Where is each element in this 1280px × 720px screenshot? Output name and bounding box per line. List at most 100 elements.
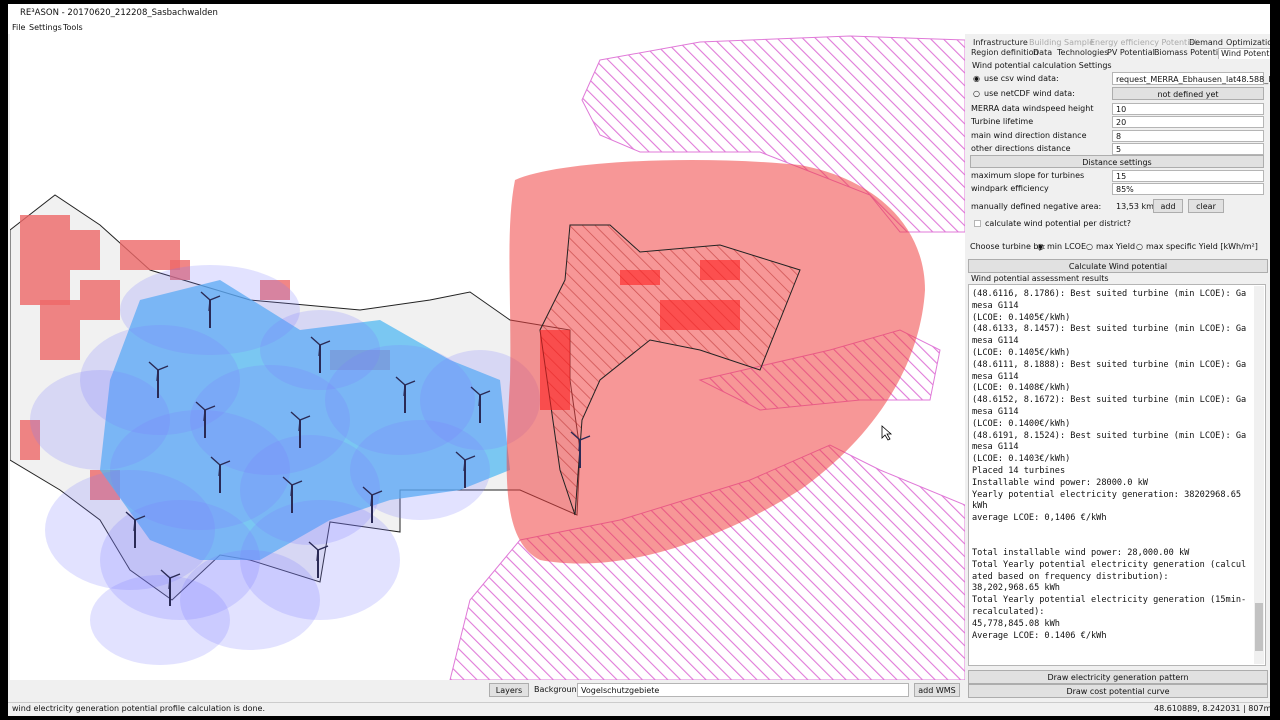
radio[interactable]: ○ xyxy=(1136,242,1143,251)
netcdf-button[interactable]: not defined yet xyxy=(1112,87,1264,100)
tab[interactable]: Infrastructure xyxy=(973,38,1028,47)
csv-select[interactable]: request_MERRA_Ebhausen_lat48.588_l... xyxy=(1112,72,1270,85)
app-window: RE³ASON - 20170620_212208_Sasbachwalden F… xyxy=(8,4,1270,716)
window-control[interactable] xyxy=(1188,4,1202,22)
result-line: (48.6133, 8.1457): Best suited turbine (… xyxy=(972,324,1247,335)
field-input[interactable]: 10 xyxy=(1112,103,1264,115)
wind-area-cell xyxy=(40,300,80,360)
tab[interactable]: Demand xyxy=(1189,38,1223,47)
add-wms-button[interactable]: add WMS xyxy=(914,683,960,697)
distance-button[interactable]: Distance settings xyxy=(970,155,1264,168)
calculate-button[interactable]: Calculate Wind potential xyxy=(968,259,1268,273)
turbine-blades xyxy=(470,386,491,407)
turbine-buffer xyxy=(325,345,475,455)
result-line: Placed 14 turbines xyxy=(972,466,1066,476)
result-line: (LCOE: 0.1400€/kWh) xyxy=(972,418,1071,429)
tab[interactable]: Wind Potential xyxy=(1218,48,1270,59)
tab[interactable]: Building Sample xyxy=(1029,38,1094,47)
menu-item[interactable]: File xyxy=(12,23,26,32)
field-label: windpark efficiency xyxy=(971,184,1049,194)
result-line: recalculated): xyxy=(972,607,1045,617)
field-label: other directions distance xyxy=(971,143,1071,153)
field-input[interactable]: 85% xyxy=(1112,183,1264,196)
status-message: wind electricity generation potential pr… xyxy=(12,704,266,713)
result-line: Total Yearly potential electricity gener… xyxy=(972,595,1247,606)
field-input[interactable]: 20 xyxy=(1112,116,1264,129)
result-line: kWh xyxy=(972,501,988,512)
add-button[interactable]: add xyxy=(1153,199,1183,213)
radio-netcdf[interactable]: ○ xyxy=(973,89,980,98)
tab[interactable]: Data xyxy=(1033,48,1053,57)
window-control[interactable] xyxy=(1248,4,1262,22)
result-line: (48.6116, 8.1786): Best suited turbine (… xyxy=(972,289,1247,299)
field-input[interactable]: 15 xyxy=(1112,170,1264,182)
action-button[interactable]: Draw electricity generation pattern xyxy=(968,670,1268,684)
turbine-buffer xyxy=(100,500,260,620)
turbine-option[interactable]: max Yield xyxy=(1096,242,1136,251)
status-coordinates: 48.610889, 8.242031 | 807m | 4 xyxy=(1154,704,1270,713)
turbine-blades xyxy=(210,456,231,477)
result-line: (LCOE: 0.1408€/kWh) xyxy=(972,383,1071,394)
turbine-buffer xyxy=(80,325,240,435)
radio[interactable]: ◉ xyxy=(1037,242,1044,251)
tab[interactable]: Technologies xyxy=(1057,48,1109,57)
field-input[interactable]: 5 xyxy=(1112,142,1264,155)
background-label: Background: xyxy=(534,685,585,694)
turbine-buffer xyxy=(45,470,215,590)
result-line: Average LCOE: 0.1406 €/kWh xyxy=(972,630,1107,641)
turbine-option[interactable]: max specific Yield [kWh/m²] xyxy=(1146,242,1258,251)
menu-item[interactable]: Tools xyxy=(63,23,83,32)
tab[interactable]: Biomass Potential xyxy=(1154,48,1226,57)
result-line: (LCOE: 0.1405€/kWh) xyxy=(972,348,1071,358)
tab[interactable]: Region definition xyxy=(971,48,1039,57)
turbine-option[interactable]: min LCOE xyxy=(1047,242,1087,251)
checkbox[interactable] xyxy=(974,220,981,227)
turbine-blades xyxy=(362,486,383,507)
map[interactable] xyxy=(10,33,965,680)
negative-area-value: 13,53 km² xyxy=(1116,202,1158,211)
radio[interactable]: ○ xyxy=(1086,242,1093,251)
turbine-blades xyxy=(148,361,169,382)
field-label: main wind direction distance xyxy=(971,130,1087,140)
turbine-blades xyxy=(455,451,476,472)
field-input[interactable]: 8 xyxy=(1112,129,1264,142)
turbine-buffer xyxy=(240,435,380,545)
turbine-blades xyxy=(308,541,329,562)
result-line: mesa G114 xyxy=(972,371,1019,382)
turbine-blades xyxy=(290,411,311,432)
wind-area-cell xyxy=(70,230,100,270)
wind-area-cell xyxy=(260,280,290,300)
title-bar xyxy=(8,4,1270,22)
turbine-buffer xyxy=(190,365,350,475)
turbine-buffer xyxy=(180,550,320,650)
result-line: (48.6111, 8.1888): Best suited turbine (… xyxy=(972,359,1247,370)
tab[interactable]: Optimization xyxy=(1226,38,1270,47)
window-control[interactable] xyxy=(1218,4,1232,22)
turbine-buffer xyxy=(30,370,170,470)
background-select[interactable]: Vogelschutzgebiete xyxy=(577,683,909,697)
choose-label: Choose turbine by: xyxy=(970,242,1046,251)
wind-area-cell xyxy=(170,260,190,280)
wind-area-cell xyxy=(700,260,740,280)
result-line: (LCOE: 0.1405€/kWh) xyxy=(972,312,1071,323)
result-line: Installable wind power: 28000.0 kW xyxy=(972,477,1148,488)
tab[interactable]: Energy efficiency Potential xyxy=(1090,38,1197,47)
layers-button[interactable]: Layers xyxy=(489,683,529,697)
turbine-blades xyxy=(570,431,591,452)
result-line: (48.6152, 8.1672): Best suited turbine (… xyxy=(972,395,1247,406)
menu-item[interactable]: Settings xyxy=(29,23,62,32)
result-line: (LCOE: 0.1403€/kWh) xyxy=(972,454,1071,465)
result-line: mesa G114 xyxy=(972,300,1019,311)
radio-csv[interactable]: ◉ xyxy=(973,74,980,83)
turbine-blades xyxy=(125,511,146,532)
mouse-cursor xyxy=(881,425,893,441)
wind-area-cell xyxy=(20,420,40,460)
scrollbar[interactable] xyxy=(1254,286,1264,664)
scroll-thumb[interactable] xyxy=(1255,603,1263,651)
tab[interactable]: PV Potential xyxy=(1107,48,1155,57)
action-button[interactable]: Draw cost potential curve xyxy=(968,684,1268,698)
csv-label: use csv wind data: xyxy=(984,74,1059,83)
turbine-blades xyxy=(160,569,181,590)
clear-button[interactable]: clear xyxy=(1188,199,1224,213)
